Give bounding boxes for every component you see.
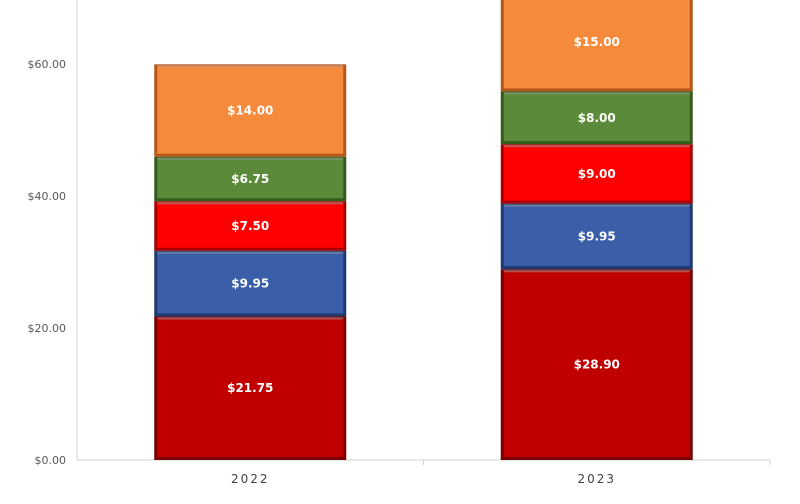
bar-segment-face	[157, 253, 344, 314]
bar-segment-face	[503, 94, 690, 142]
bar-segment	[154, 316, 347, 460]
bar-segment-face	[503, 272, 690, 457]
y-tick-label: $60.00	[28, 58, 67, 71]
bar-segment-face	[157, 204, 344, 248]
bar-segment	[500, 203, 693, 270]
bar-segment	[154, 156, 347, 202]
bar-segment-highlight	[503, 92, 690, 95]
bar-value-label: $15.00	[574, 35, 620, 49]
bar-value-label: $14.00	[227, 104, 273, 118]
bar-segment-highlight	[157, 251, 344, 254]
bar-segment-highlight	[157, 317, 344, 320]
bar-value-label: $9.95	[578, 229, 616, 243]
bar-segment	[154, 64, 347, 157]
bar-segment	[500, 144, 693, 204]
bar-segment-face	[503, 206, 690, 267]
bar-segment-highlight	[503, 204, 690, 207]
y-tick-label: $0.00	[35, 454, 67, 467]
bar-segment	[500, 269, 693, 460]
bar-value-label: $28.90	[574, 358, 620, 372]
bar-segment-face	[503, 147, 690, 201]
y-tick-label: $20.00	[28, 322, 67, 335]
bars	[154, 0, 693, 460]
bar-value-label: $6.75	[231, 172, 269, 186]
bar-segment	[154, 201, 347, 251]
bar-value-label: $7.50	[231, 219, 269, 233]
bar-segment-face	[503, 0, 690, 89]
bar-segment	[500, 0, 693, 92]
bar-segment-face	[157, 159, 344, 199]
y-tick-label: $40.00	[28, 190, 67, 203]
bar-segment	[154, 250, 347, 317]
bar-segment-highlight	[503, 145, 690, 148]
bar-value-label: $9.95	[231, 277, 269, 291]
bar-segment	[500, 91, 693, 145]
x-category-label: 2022	[231, 472, 270, 486]
bar-segment-highlight	[157, 157, 344, 160]
bar-value-label: $21.75	[227, 381, 273, 395]
bar-value-label: $8.00	[578, 111, 616, 125]
x-category-label: 2023	[577, 472, 616, 486]
bar-segment-highlight	[157, 65, 344, 68]
bar-value-label: $9.00	[578, 167, 616, 181]
bar-segment-highlight	[503, 270, 690, 273]
bar-segment-face	[157, 319, 344, 457]
bar-segment-face	[157, 67, 344, 154]
data-labels: $21.75 $9.95 $7.50 $6.75 $14.00 $28.90 $9.95 $9…	[227, 35, 620, 395]
bar-segment-highlight	[157, 202, 344, 205]
